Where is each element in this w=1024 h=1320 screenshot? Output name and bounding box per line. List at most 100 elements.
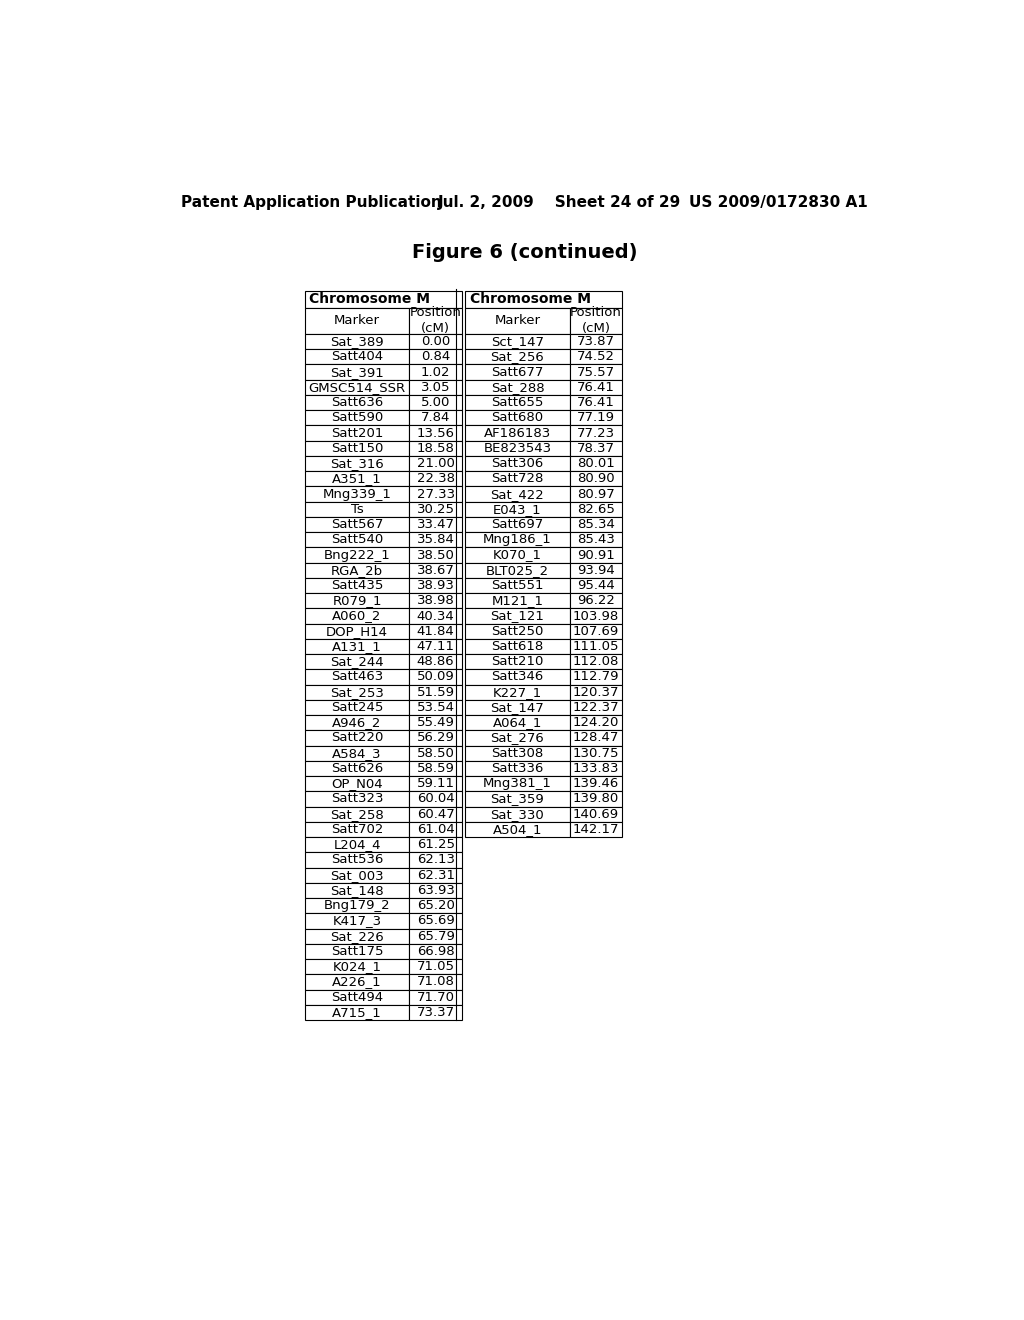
Bar [305, 334, 410, 350]
Text: 41.84: 41.84 [417, 624, 455, 638]
Text: 0.00: 0.00 [421, 335, 451, 348]
Text: 130.75: 130.75 [572, 747, 620, 760]
Bar [465, 471, 569, 487]
Bar [465, 669, 569, 685]
Text: 76.41: 76.41 [578, 381, 615, 393]
Bar [305, 532, 410, 548]
Text: 71.08: 71.08 [417, 975, 455, 989]
Bar [465, 334, 569, 350]
Text: 93.94: 93.94 [578, 564, 615, 577]
Bar [410, 944, 462, 960]
Bar [410, 308, 462, 334]
Text: Satt346: Satt346 [492, 671, 544, 684]
Bar [569, 669, 623, 685]
Bar [569, 562, 623, 578]
Text: 77.23: 77.23 [578, 426, 615, 440]
Bar [305, 792, 410, 807]
Bar [305, 853, 410, 867]
Text: 85.34: 85.34 [578, 517, 615, 531]
Bar [465, 548, 569, 562]
Bar [569, 593, 623, 609]
Text: 73.87: 73.87 [578, 335, 615, 348]
Bar [305, 822, 410, 837]
Bar [465, 308, 569, 334]
Text: 73.37: 73.37 [417, 1006, 455, 1019]
Text: Satt175: Satt175 [331, 945, 383, 958]
Text: 128.47: 128.47 [572, 731, 620, 744]
Text: Satt590: Satt590 [331, 412, 383, 424]
Text: 56.29: 56.29 [417, 731, 455, 744]
Bar [410, 990, 462, 1005]
Bar [305, 867, 410, 883]
Text: 133.83: 133.83 [572, 762, 620, 775]
Bar [569, 685, 623, 700]
Text: Sct_147: Sct_147 [490, 335, 544, 348]
Text: Sat_389: Sat_389 [330, 335, 384, 348]
Bar [465, 700, 569, 715]
Text: 139.80: 139.80 [573, 792, 620, 805]
Bar [410, 776, 462, 792]
Bar [465, 715, 569, 730]
Text: 51.59: 51.59 [417, 686, 455, 698]
Text: A226_1: A226_1 [332, 975, 382, 989]
Bar [410, 334, 462, 350]
Text: Ts: Ts [350, 503, 364, 516]
Bar [410, 913, 462, 928]
Text: Sat_003: Sat_003 [330, 869, 384, 882]
Bar [410, 822, 462, 837]
Text: OP_N04: OP_N04 [331, 777, 383, 791]
Text: Satt306: Satt306 [492, 457, 544, 470]
Bar [410, 425, 462, 441]
Bar [305, 960, 410, 974]
Text: 61.25: 61.25 [417, 838, 455, 851]
Bar [410, 364, 462, 380]
Bar [569, 334, 623, 350]
Bar [305, 883, 410, 898]
Text: 61.04: 61.04 [417, 822, 455, 836]
Text: 50.09: 50.09 [417, 671, 455, 684]
Text: 90.91: 90.91 [578, 549, 615, 561]
Bar [410, 441, 462, 455]
Text: Sat_148: Sat_148 [330, 884, 384, 896]
Text: Sat_330: Sat_330 [490, 808, 545, 821]
Text: Bng222_1: Bng222_1 [324, 549, 390, 561]
Text: 65.79: 65.79 [417, 929, 455, 942]
Text: 82.65: 82.65 [578, 503, 615, 516]
Text: 76.41: 76.41 [578, 396, 615, 409]
Text: Satt551: Satt551 [492, 579, 544, 591]
Text: 47.11: 47.11 [417, 640, 455, 653]
Text: Satt210: Satt210 [492, 655, 544, 668]
Text: 7.84: 7.84 [421, 412, 451, 424]
Bar [569, 776, 623, 792]
Bar [305, 487, 410, 502]
Text: RGA_2b: RGA_2b [331, 564, 383, 577]
Text: BLT025_2: BLT025_2 [485, 564, 549, 577]
Bar [410, 395, 462, 411]
Bar [465, 792, 569, 807]
Bar [569, 308, 623, 334]
Text: K070_1: K070_1 [493, 549, 542, 561]
Text: Marker: Marker [495, 314, 541, 327]
Text: A584_3: A584_3 [332, 747, 382, 760]
Bar [569, 822, 623, 837]
Bar [410, 715, 462, 730]
Text: Chromosome M: Chromosome M [470, 292, 591, 306]
Bar [569, 715, 623, 730]
Bar [569, 609, 623, 623]
Text: 21.00: 21.00 [417, 457, 455, 470]
Text: 38.93: 38.93 [417, 579, 455, 591]
Text: A715_1: A715_1 [332, 1006, 382, 1019]
Bar [305, 898, 410, 913]
Bar [569, 578, 623, 593]
Bar [305, 411, 410, 425]
Text: 0.84: 0.84 [421, 350, 451, 363]
Bar [465, 655, 569, 669]
Text: 62.31: 62.31 [417, 869, 455, 882]
Text: 65.20: 65.20 [417, 899, 455, 912]
Text: Figure 6 (continued): Figure 6 (continued) [412, 243, 638, 263]
Bar [305, 776, 410, 792]
Text: A060_2: A060_2 [333, 610, 382, 623]
Bar [410, 517, 462, 532]
Bar [305, 685, 410, 700]
Bar [410, 700, 462, 715]
